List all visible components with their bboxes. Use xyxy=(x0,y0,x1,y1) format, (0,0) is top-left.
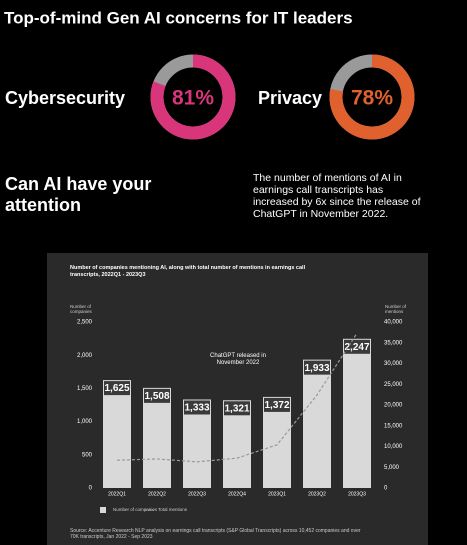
bar-label-bg xyxy=(264,397,290,412)
bar-label: 1,321 xyxy=(224,403,249,414)
y2-tick-label: 0 xyxy=(384,486,388,492)
x-tick-label: 2023Q1 xyxy=(268,491,286,497)
bar xyxy=(343,338,371,488)
mentions-line xyxy=(116,332,358,463)
bar xyxy=(263,396,291,488)
bar-label-bg xyxy=(144,388,170,403)
y2-axis-label: Number of mentions xyxy=(385,304,407,314)
x-tick-label: 2023Q2 xyxy=(308,491,326,497)
donut-label: Privacy xyxy=(258,88,322,108)
section-heading: Can AI have your attention xyxy=(5,174,152,215)
annotation: ChatGPT released in November 2022 xyxy=(210,353,266,366)
y-tick-label: 2,000 xyxy=(77,353,93,359)
x-tick-label: 2022Q1 xyxy=(108,491,126,497)
y2-tick-label: 30,000 xyxy=(384,361,403,367)
legend-label: Number of companies xyxy=(113,507,158,512)
y2-tick-label: 40,000 xyxy=(384,320,403,326)
legend-label: Total mentions xyxy=(158,507,188,512)
bar-label-bg xyxy=(184,400,210,415)
y-tick-label: 2,500 xyxy=(77,320,93,326)
bar-label: 1,508 xyxy=(144,391,169,402)
y2-tick-label: 25,000 xyxy=(384,382,403,388)
bar xyxy=(143,387,171,488)
y-tick-label: 500 xyxy=(82,452,93,458)
legend-swatch xyxy=(100,507,106,513)
y-tick-label: 0 xyxy=(89,486,93,492)
donut-label: Cybersecurity xyxy=(5,88,125,108)
bar-label-bg xyxy=(304,360,330,375)
section-text: The number of mentions of AI in earnings… xyxy=(253,172,421,220)
y2-tick-label: 5,000 xyxy=(384,465,400,471)
page-title: Top-of-mind Gen AI concerns for IT leade… xyxy=(4,8,353,27)
x-tick-label: 2023Q3 xyxy=(348,491,366,497)
x-tick-label: 2022Q4 xyxy=(228,491,246,497)
x-tick-label: 2022Q3 xyxy=(188,491,206,497)
bar xyxy=(303,359,331,488)
donut-arc xyxy=(329,54,415,140)
bar-label-bg xyxy=(224,401,250,416)
y2-tick-label: 15,000 xyxy=(384,423,403,429)
y-axis-label: Number of companies xyxy=(70,304,92,314)
donut-value: 78% xyxy=(351,87,393,110)
x-tick-label: 2022Q2 xyxy=(148,491,166,497)
bar-label: 1,372 xyxy=(264,400,289,411)
donut-arc xyxy=(150,54,236,140)
y2-tick-label: 35,000 xyxy=(384,340,403,346)
y-tick-label: 1,000 xyxy=(77,419,93,425)
bar-label: 1,625 xyxy=(104,383,129,394)
bar-label: 2,247 xyxy=(344,342,369,353)
y-tick-label: 1,500 xyxy=(77,386,93,392)
bar xyxy=(103,380,131,488)
chart-title: Number of companies mentioning AI, along… xyxy=(70,265,306,278)
bar-label: 1,933 xyxy=(304,363,329,374)
source: Source: Accenture Research NLP analysis … xyxy=(70,528,361,540)
donut-value: 81% xyxy=(172,87,214,110)
bar-label-bg xyxy=(104,381,130,396)
y2-tick-label: 10,000 xyxy=(384,444,403,450)
bar-label: 1,333 xyxy=(184,403,209,414)
y2-tick-label: 20,000 xyxy=(384,403,403,409)
